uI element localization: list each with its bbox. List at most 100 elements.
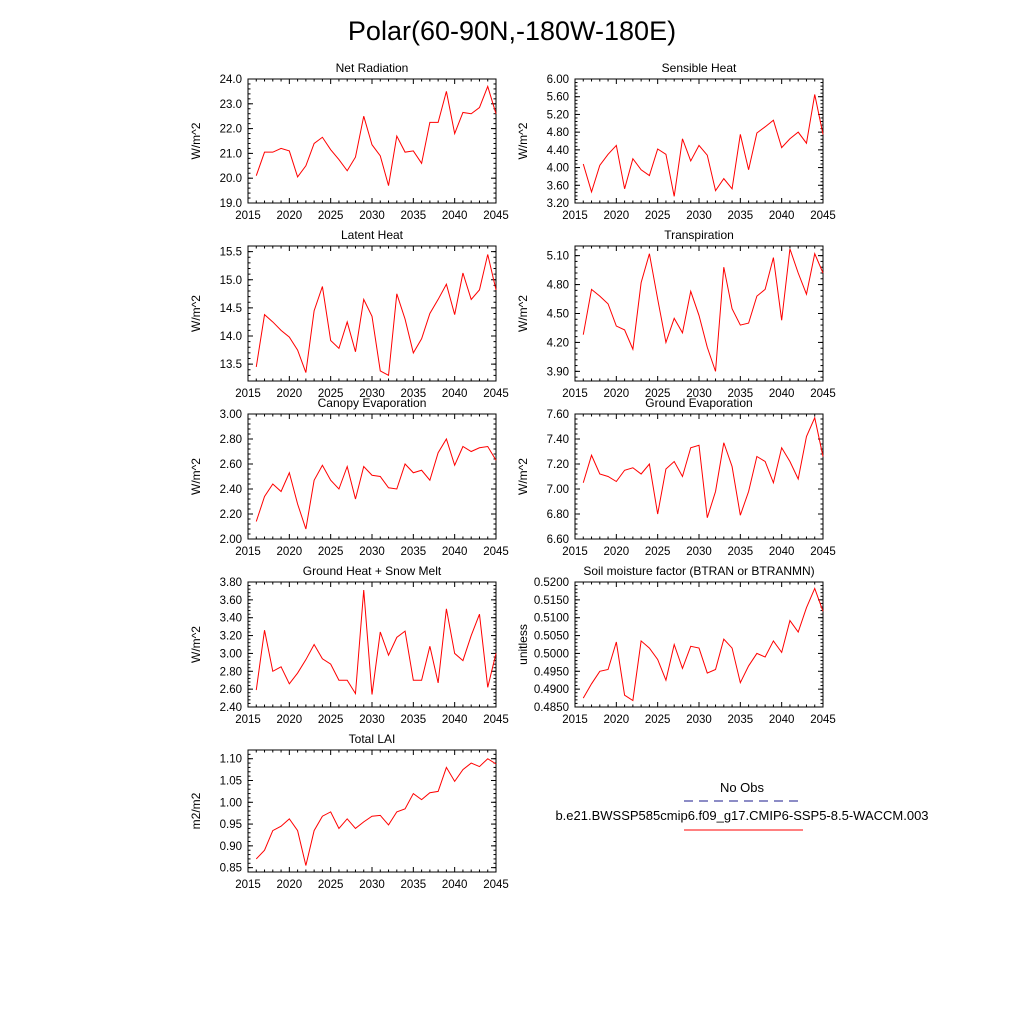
y-tick-label: 0.95: [220, 819, 242, 831]
x-tick-label: 2045: [810, 714, 836, 726]
x-tick-label: 2040: [769, 714, 795, 726]
y-tick-label: 14.0: [220, 331, 242, 343]
y-tick-label: 2.40: [220, 702, 242, 714]
panel-sensible-heat: Sensible Heat W/m^2 2015 2020 2025 2030 2035 20…: [516, 61, 836, 222]
x-tick-label: 2015: [235, 210, 261, 222]
x-tick-label: 2035: [401, 879, 427, 891]
series-line: [255, 254, 497, 377]
x-tick-label: 2020: [277, 546, 303, 558]
x-tick-label: 2025: [645, 714, 671, 726]
x-tick-label: 2030: [359, 879, 385, 891]
x-tick-label: 2030: [359, 546, 385, 558]
x-tick-label: 2040: [442, 210, 468, 222]
y-tick-label: 1.00: [220, 797, 242, 809]
legend: No Obs b.e21.BWSSP585cmip6.f09_g17.CMIP6-…: [555, 780, 929, 831]
x-tick-label: 2045: [483, 879, 509, 891]
panel-ground-heat-snow-melt: Ground Heat + Snow Melt W/m^2 2015 2020 2025…: [189, 564, 509, 726]
series-line: [582, 416, 824, 518]
y-tick-label: 2.60: [220, 684, 242, 696]
y-axis-label: W/m^2: [516, 122, 530, 159]
x-tick-label: 2015: [235, 714, 261, 726]
series-line: [582, 587, 824, 702]
panel-transpiration: Transpiration W/m^2 2015 2020 2025 2030 2035 20…: [516, 228, 836, 400]
y-tick-label: 7.60: [547, 409, 569, 421]
x-tick-label: 2025: [318, 879, 344, 891]
series-line: [255, 437, 497, 530]
x-tick-label: 2035: [401, 546, 427, 558]
y-tick-label: 2.00: [220, 534, 242, 546]
x-tick-label: 2040: [769, 546, 795, 558]
y-tick-label: 4.50: [547, 309, 569, 321]
x-tick-label: 2020: [604, 714, 630, 726]
x-tick-label: 2025: [645, 546, 671, 558]
y-tick-label: 0.5150: [534, 595, 569, 607]
x-tick-label: 2045: [810, 210, 836, 222]
y-tick-label: 5.20: [547, 109, 569, 121]
x-tick-label: 2015: [562, 388, 588, 400]
y-tick-label: 2.80: [220, 666, 242, 678]
plot-frame: [574, 78, 824, 204]
panel-total-lai: Total LAI m2/m2 2015 2020 2025 2030 2035 2040 20…: [189, 732, 509, 891]
panel-net-radiation: Net Radiation W/m^2 2015 2020 2025 2030 2035 20…: [189, 61, 509, 222]
y-tick-label: 7.40: [547, 434, 569, 446]
chart-panels: Net Radiation W/m^2 2015 2020 2025 2030 2035 20…: [189, 61, 836, 891]
x-tick-label: 2045: [483, 388, 509, 400]
x-tick-label: 2045: [810, 388, 836, 400]
x-tick-label: 2025: [318, 546, 344, 558]
y-tick-label: 5.60: [547, 92, 569, 104]
y-axis-label: W/m^2: [189, 122, 203, 159]
y-tick-label: 4.20: [547, 337, 569, 349]
main-title: Polar(60-90N,-180W-180E): [348, 16, 676, 46]
y-tick-label: 6.80: [547, 509, 569, 521]
x-tick-label: 2025: [645, 210, 671, 222]
x-tick-label: 2020: [604, 546, 630, 558]
panel-title: Sensible Heat: [662, 61, 737, 75]
x-tick-label: 2030: [686, 714, 712, 726]
y-tick-label: 2.80: [220, 434, 242, 446]
y-tick-label: 19.0: [220, 198, 242, 210]
x-tick-label: 2015: [562, 714, 588, 726]
x-tick-label: 2040: [769, 210, 795, 222]
x-tick-label: 2015: [235, 388, 261, 400]
plot-frame: [574, 581, 824, 708]
plot-frame: [247, 749, 497, 873]
panel-title: Ground Evaporation: [645, 396, 752, 410]
x-tick-label: 2020: [277, 714, 303, 726]
y-tick-label: 3.60: [547, 180, 569, 192]
y-tick-label: 13.5: [220, 359, 242, 371]
y-tick-label: 22.0: [220, 124, 242, 136]
x-tick-label: 2030: [359, 388, 385, 400]
x-tick-label: 2035: [401, 210, 427, 222]
legend-label-model-run: b.e21.BWSSP585cmip6.f09_g17.CMIP6-SSP5-8…: [555, 808, 928, 823]
plot-frame: [574, 245, 824, 382]
y-axis-label: W/m^2: [516, 458, 530, 495]
x-tick-label: 2020: [277, 879, 303, 891]
y-tick-label: 21.0: [220, 148, 242, 160]
y-tick-label: 6.60: [547, 534, 569, 546]
y-tick-label: 0.85: [220, 863, 242, 875]
x-tick-label: 2015: [562, 546, 588, 558]
panel-canopy-evaporation: Canopy Evaporation W/m^2 2015 2020 2025 2030 2…: [189, 396, 509, 558]
y-axis-label: W/m^2: [189, 626, 203, 663]
panel-ground-evaporation: Ground Evaporation W/m^2 2015 2020 2025 2030 2…: [516, 396, 836, 558]
y-tick-label: 15.5: [220, 247, 242, 259]
y-tick-label: 5.10: [547, 251, 569, 263]
plot-frame: [247, 78, 497, 204]
y-tick-label: 4.80: [547, 280, 569, 292]
y-tick-label: 3.40: [220, 613, 242, 625]
y-tick-label: 2.40: [220, 484, 242, 496]
x-tick-label: 2015: [562, 210, 588, 222]
x-tick-label: 2025: [318, 388, 344, 400]
y-tick-label: 23.0: [220, 99, 242, 111]
panel-title: Transpiration: [664, 228, 734, 242]
y-axis-label: W/m^2: [189, 295, 203, 332]
x-tick-label: 2035: [728, 714, 754, 726]
y-tick-label: 24.0: [220, 74, 242, 86]
y-axis-label: m2/m2: [189, 792, 203, 829]
y-tick-label: 3.90: [547, 366, 569, 378]
y-axis-label: W/m^2: [189, 458, 203, 495]
legend-label-no-obs: No Obs: [720, 780, 765, 795]
plot-frame: [247, 245, 497, 382]
y-tick-label: 0.5100: [534, 613, 569, 625]
